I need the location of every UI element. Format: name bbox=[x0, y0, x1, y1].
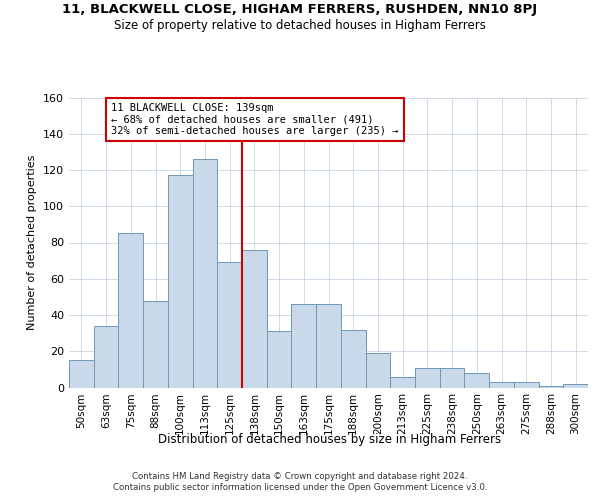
Bar bbox=[415, 368, 440, 388]
Bar bbox=[94, 326, 118, 388]
Bar bbox=[464, 373, 489, 388]
Bar bbox=[217, 262, 242, 388]
Bar bbox=[143, 300, 168, 388]
Bar bbox=[341, 330, 365, 388]
Text: 11, BLACKWELL CLOSE, HIGHAM FERRERS, RUSHDEN, NN10 8PJ: 11, BLACKWELL CLOSE, HIGHAM FERRERS, RUS… bbox=[62, 2, 538, 16]
Bar bbox=[168, 176, 193, 388]
Bar bbox=[514, 382, 539, 388]
Text: Distribution of detached houses by size in Higham Ferrers: Distribution of detached houses by size … bbox=[158, 432, 502, 446]
Bar bbox=[193, 159, 217, 388]
Text: Contains public sector information licensed under the Open Government Licence v3: Contains public sector information licen… bbox=[113, 484, 487, 492]
Bar bbox=[390, 376, 415, 388]
Text: 11 BLACKWELL CLOSE: 139sqm
← 68% of detached houses are smaller (491)
32% of sem: 11 BLACKWELL CLOSE: 139sqm ← 68% of deta… bbox=[111, 103, 398, 136]
Bar bbox=[242, 250, 267, 388]
Bar bbox=[563, 384, 588, 388]
Bar bbox=[118, 234, 143, 388]
Bar bbox=[440, 368, 464, 388]
Bar bbox=[292, 304, 316, 388]
Bar bbox=[267, 332, 292, 388]
Bar bbox=[539, 386, 563, 388]
Bar bbox=[365, 353, 390, 388]
Text: Contains HM Land Registry data © Crown copyright and database right 2024.: Contains HM Land Registry data © Crown c… bbox=[132, 472, 468, 481]
Bar bbox=[316, 304, 341, 388]
Bar bbox=[69, 360, 94, 388]
Y-axis label: Number of detached properties: Number of detached properties bbox=[28, 155, 37, 330]
Text: Size of property relative to detached houses in Higham Ferrers: Size of property relative to detached ho… bbox=[114, 19, 486, 32]
Bar bbox=[489, 382, 514, 388]
